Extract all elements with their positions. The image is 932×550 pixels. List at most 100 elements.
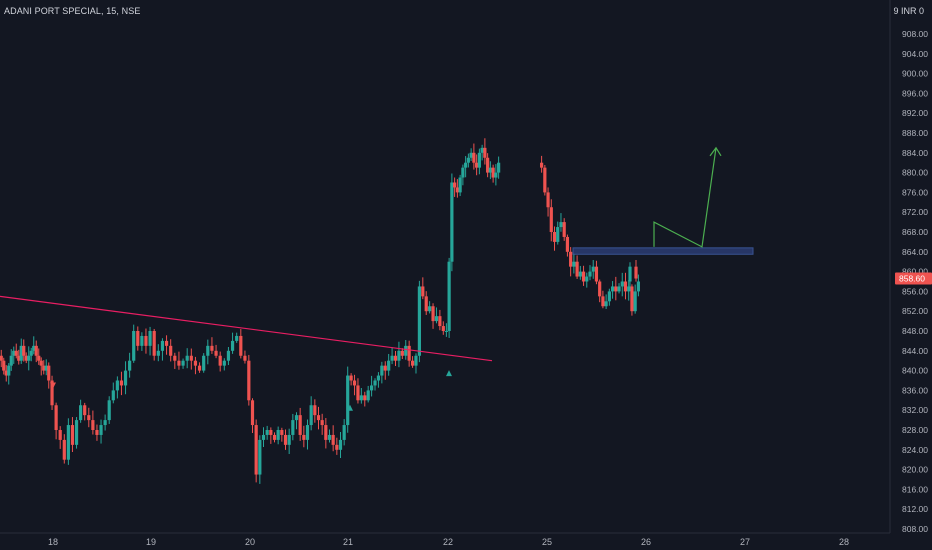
candle-body (546, 192, 550, 208)
candle-body (410, 360, 415, 366)
candle-body (47, 365, 51, 381)
x-tick-label: 28 (839, 537, 849, 547)
candle-body (370, 385, 374, 391)
x-tick-label: 26 (641, 537, 651, 547)
candle-body (562, 222, 566, 237)
candle-body (628, 266, 632, 282)
y-tick-label: 860.00 (902, 267, 928, 277)
candle-body (27, 355, 31, 361)
candle-body (193, 360, 198, 366)
y-tick-label: 820.00 (902, 465, 928, 475)
candle-body (424, 296, 428, 312)
candle-body (494, 172, 498, 178)
candle-body (70, 425, 75, 445)
candle-body (417, 286, 421, 356)
candle-body (543, 167, 547, 193)
candle-body (287, 434, 291, 445)
candle-body (387, 360, 391, 371)
y-tick-label: 812.00 (902, 504, 928, 514)
candle-body (480, 147, 484, 153)
chart-title: ADANI PORT SPECIAL, 15, NSE (4, 6, 141, 16)
y-tick-label: 840.00 (902, 366, 928, 376)
resistance-zone (572, 247, 754, 255)
candle-body (572, 261, 576, 267)
candle-body (258, 439, 262, 475)
candle-body (588, 271, 592, 277)
candle-body (434, 316, 439, 322)
candle-body (291, 420, 295, 435)
candle-body (444, 331, 448, 332)
sell-signal-marker (50, 382, 56, 389)
candle-body (50, 380, 54, 406)
candle-body (123, 370, 128, 386)
y-tick-label: 904.00 (902, 49, 928, 59)
candle-body (491, 167, 495, 178)
candle-body (107, 400, 111, 421)
projection-path (653, 147, 717, 248)
candle-body (453, 182, 457, 188)
candle-body (342, 425, 346, 440)
candle-body (627, 286, 631, 292)
y-tick-label: 824.00 (902, 445, 928, 455)
candle-body (601, 296, 605, 307)
candle-body (352, 380, 357, 386)
last-price-label: 858.60 (899, 274, 925, 284)
candle-body (152, 331, 156, 356)
candle-body (565, 236, 570, 252)
candle-body (455, 187, 459, 193)
candle-body (115, 380, 119, 391)
candle-body (136, 331, 140, 346)
y-tick-label: 876.00 (902, 187, 928, 197)
candle-body (540, 162, 544, 168)
candle-body (87, 415, 91, 421)
y-tick-label: 836.00 (902, 385, 928, 395)
candle-body (578, 271, 582, 277)
candle-body (594, 266, 599, 282)
candle-body (17, 355, 21, 361)
candle-body (380, 365, 384, 376)
candle-body (243, 355, 247, 361)
y-tick-label: 856.00 (902, 286, 928, 296)
x-tick-label: 22 (443, 537, 453, 547)
candle-body (320, 420, 324, 426)
candle-body (431, 306, 435, 322)
candle-body (488, 167, 492, 173)
y-tick-label: 808.00 (902, 524, 928, 534)
y-tick-label: 828.00 (902, 425, 928, 435)
candle-body (99, 425, 103, 435)
candle-body (556, 227, 560, 242)
candle-body (235, 335, 239, 341)
candle-body (14, 350, 18, 356)
candle-body (269, 430, 273, 435)
candle-body (469, 152, 473, 158)
candle-body (189, 355, 193, 361)
y-tick-label: 888.00 (902, 128, 928, 138)
candle-body (400, 350, 404, 356)
candle-body (349, 375, 353, 381)
candle-body (404, 345, 408, 356)
candle-body (283, 434, 288, 445)
candle-body (327, 434, 332, 440)
candle-body (591, 266, 595, 272)
candle-body (466, 157, 470, 163)
candle-body (226, 350, 231, 361)
candle-body (634, 266, 638, 279)
candle-body (630, 286, 634, 312)
candle-body (363, 395, 367, 401)
candle-body (247, 360, 251, 401)
trendline (0, 295, 493, 362)
candle-body (559, 222, 563, 228)
y-tick-label: 880.00 (902, 168, 928, 178)
candle-body (132, 331, 136, 361)
candle-body (428, 306, 432, 312)
candle-body (390, 355, 394, 361)
candle-body (37, 355, 41, 361)
candle-body (335, 444, 339, 450)
candle-body (218, 355, 222, 366)
candle-body (617, 286, 621, 292)
candle-body (79, 405, 83, 421)
y-tick-label: 816.00 (902, 484, 928, 494)
candle-body (74, 420, 79, 445)
